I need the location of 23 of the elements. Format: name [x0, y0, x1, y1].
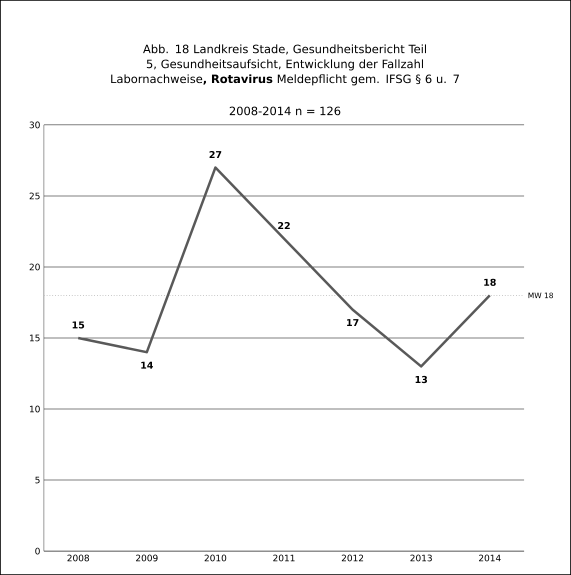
chart-subtitle: 2008-2014 n = 126 — [230, 106, 340, 116]
chart-title: Abb. 18 Landkreis Stade, Gesundheitsbericht Teil 5, Gesundheitsaufsicht, Entwicklung der Fallzahl Labornachweise, Rotavirus Meldepflicht gem. IFSG § 6 u. 7 — [111, 44, 459, 86]
data-label: 17 — [347, 319, 358, 326]
data-label: 14 — [141, 362, 153, 369]
y-tick-label: 0 — [35, 548, 40, 554]
y-tick-label: 15 — [30, 334, 40, 342]
x-tick-label: 2011 — [273, 554, 295, 562]
data-label: 13 — [416, 376, 428, 384]
x-tick-label: 2013 — [410, 554, 432, 562]
data-label: 18 — [484, 278, 496, 286]
x-tick-label: 2008 — [67, 554, 90, 562]
y-tick-label: 30 — [30, 122, 40, 128]
y-tick-label: 10 — [30, 406, 40, 412]
y-tick-label: 5 — [35, 476, 40, 484]
x-tick-label: 2009 — [136, 554, 158, 562]
data-label: 22 — [278, 222, 290, 230]
data-label: 27 — [210, 150, 222, 158]
x-tick-label: 2012 — [342, 554, 364, 562]
y-tick-label: 20 — [30, 264, 40, 270]
x-tick-label: 2010 — [204, 554, 226, 562]
x-tick-label: 2014 — [479, 554, 501, 562]
y-tick-label: 25 — [30, 192, 40, 200]
data-label: 15 — [72, 321, 84, 328]
